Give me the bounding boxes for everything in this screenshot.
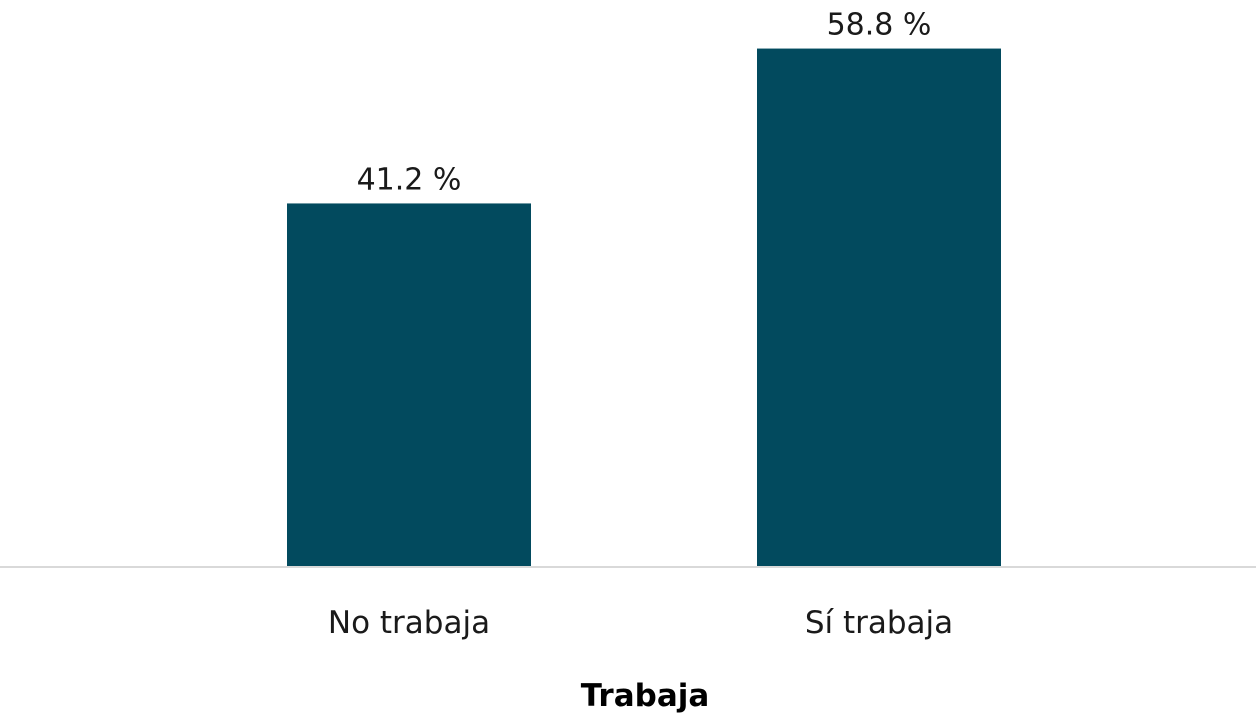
x-tick-label-1: Sí trabaja <box>805 605 953 641</box>
x-tick-label-0: No trabaja <box>328 605 490 641</box>
bar-1 <box>757 48 1001 567</box>
x-tick-labels-group: No trabaja Sí trabaja <box>328 605 953 641</box>
data-label-1: 58.8 % <box>827 8 932 43</box>
data-label-0: 41.2 % <box>357 162 462 197</box>
data-labels-group: 41.2 % 58.8 % <box>357 8 932 198</box>
bars-group <box>287 48 1001 567</box>
x-axis-title: Trabaja <box>581 678 710 714</box>
bar-0 <box>287 203 531 566</box>
